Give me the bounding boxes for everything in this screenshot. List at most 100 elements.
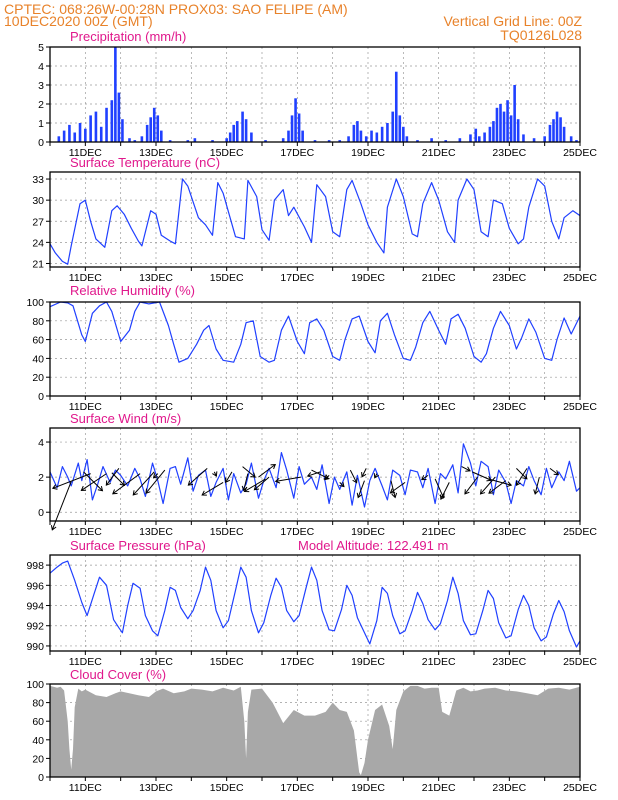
precip-bar bbox=[359, 130, 363, 142]
wind-arrow-shaft bbox=[488, 478, 512, 486]
wind-arrow bbox=[201, 481, 224, 496]
wind-arrow bbox=[488, 480, 507, 494]
precip-bar bbox=[225, 138, 228, 142]
cloud-ytick-label: 100 bbox=[26, 679, 44, 691]
wind-arrow-head bbox=[80, 485, 87, 491]
wind-arrow bbox=[488, 478, 513, 488]
precip-bar bbox=[495, 107, 499, 142]
wind-arrow bbox=[274, 476, 301, 484]
cloud-ytick-label: 60 bbox=[32, 716, 44, 728]
wind-arrow-head bbox=[464, 489, 470, 495]
precip-bar bbox=[327, 140, 331, 142]
precip-bar bbox=[492, 121, 495, 142]
precip-bar bbox=[474, 128, 478, 142]
precip-bar bbox=[416, 140, 419, 142]
precipitation-xtick-label: 25DEC bbox=[563, 147, 597, 159]
temperature-xtick-label: 11DEC bbox=[69, 272, 102, 284]
precip-bar bbox=[99, 126, 103, 142]
cloud-xtick-label: 23DEC bbox=[492, 782, 526, 794]
header-run-date: 10DEC2020 00Z (GMT) bbox=[4, 13, 153, 29]
precip-bar bbox=[294, 98, 297, 142]
precip-bar bbox=[575, 140, 578, 142]
precipitation-xtick-label: 17DEC bbox=[280, 147, 314, 159]
precip-bar bbox=[62, 130, 66, 142]
humidity-ytick-label: 60 bbox=[32, 335, 44, 347]
precipitation-xtick-label: 23DEC bbox=[492, 147, 526, 159]
precip-bar bbox=[444, 140, 448, 142]
cloud-panel: 0 20 40 60 80 100 11DEC 13DEC 15DEC 17DEC 19DEC 21D… bbox=[26, 667, 597, 794]
wind-arrow-head bbox=[132, 490, 138, 496]
temperature-ytick-label: 33 bbox=[32, 174, 44, 186]
precip-bar bbox=[386, 123, 389, 142]
wind-arrow-shaft bbox=[188, 467, 208, 486]
precip-bar bbox=[94, 111, 98, 142]
wind-arrow-shaft bbox=[461, 466, 471, 472]
precip-bar bbox=[522, 134, 525, 142]
wind-arrow-head bbox=[243, 487, 250, 493]
wind-arrow bbox=[112, 473, 141, 495]
wind-ytick-label: 0 bbox=[38, 507, 44, 519]
humidity-xtick-label: 15DEC bbox=[210, 401, 244, 413]
pressure-panel: 990 992 994 996 998 11DEC 13DEC 15DEC 17DEC 19DEC… bbox=[26, 538, 597, 668]
humidity-xtick-label: 21DEC bbox=[422, 401, 456, 413]
wind-arrow-head bbox=[361, 472, 367, 478]
wind-arrow-shaft bbox=[390, 481, 406, 494]
wind-arrow-head bbox=[250, 472, 256, 478]
precip-bar bbox=[532, 138, 536, 142]
pressure-xtick-label: 25DEC bbox=[563, 656, 597, 668]
precip-bar bbox=[488, 126, 492, 142]
wind-xtick-label: 23DEC bbox=[492, 526, 526, 538]
precip-bar bbox=[297, 113, 301, 142]
temperature-ytick-label: 30 bbox=[32, 195, 44, 207]
wind-arrow-shaft bbox=[52, 473, 91, 489]
precip-bar bbox=[552, 119, 555, 142]
wind-arrow bbox=[472, 471, 492, 482]
wind-arrow-head bbox=[187, 480, 194, 486]
precip-bar bbox=[391, 111, 395, 142]
pressure-xtick-label: 21DEC bbox=[422, 656, 456, 668]
precipitation-ytick-label: 0 bbox=[38, 137, 44, 149]
precip-bar bbox=[356, 121, 359, 142]
wind-arrow-head bbox=[373, 473, 380, 479]
wind-arrow bbox=[187, 467, 208, 486]
wind-xtick-label: 21DEC bbox=[422, 526, 456, 538]
precip-bar bbox=[478, 136, 481, 142]
precip-bar bbox=[145, 124, 149, 142]
humidity-ytick-label: 20 bbox=[32, 372, 44, 384]
precip-bar bbox=[516, 119, 520, 142]
humidity-frame bbox=[49, 301, 581, 397]
wind-arrow bbox=[306, 471, 321, 478]
precip-bar bbox=[281, 138, 285, 142]
precip-bar bbox=[555, 111, 559, 142]
humidity-title: Relative Humidity (%) bbox=[70, 283, 195, 298]
wind-frame bbox=[49, 427, 581, 522]
temperature-xtick-label: 23DEC bbox=[492, 272, 526, 284]
precip-bar bbox=[548, 124, 552, 142]
wind-arrow bbox=[420, 474, 429, 481]
wind-arrow bbox=[549, 467, 560, 476]
wind-arrow bbox=[132, 471, 155, 496]
precip-bar bbox=[186, 140, 190, 142]
precipitation-xtick-label: 13DEC bbox=[139, 147, 173, 159]
wind-arrow-head bbox=[339, 481, 345, 488]
wind-arrow-shaft bbox=[464, 476, 478, 495]
wind-arrow-shaft bbox=[307, 471, 321, 477]
humidity-ytick-label: 0 bbox=[38, 391, 44, 403]
precipitation-panel: 0 1 2 3 4 5 11DEC 13DEC 15DEC 17DEC 19DEC 21DEC 23DE… bbox=[38, 29, 597, 159]
precipitation-xtick-label: 11DEC bbox=[69, 147, 102, 159]
cloud-title: Cloud Cover (%) bbox=[70, 667, 166, 682]
wind-arrow bbox=[356, 480, 365, 499]
pressure-frame bbox=[49, 554, 581, 652]
wind-arrow-shaft bbox=[153, 473, 159, 479]
wind-line bbox=[49, 443, 581, 508]
precip-bar bbox=[156, 115, 160, 142]
wind-arrow-head bbox=[97, 486, 104, 492]
precipitation-xtick-label: 15DEC bbox=[210, 147, 244, 159]
precip-bar bbox=[121, 119, 124, 142]
precip-bar bbox=[509, 115, 513, 142]
wind-arrow-shaft bbox=[81, 473, 107, 491]
precip-bar bbox=[569, 136, 573, 142]
precip-bar bbox=[250, 132, 253, 142]
wind-arrow bbox=[339, 481, 345, 488]
